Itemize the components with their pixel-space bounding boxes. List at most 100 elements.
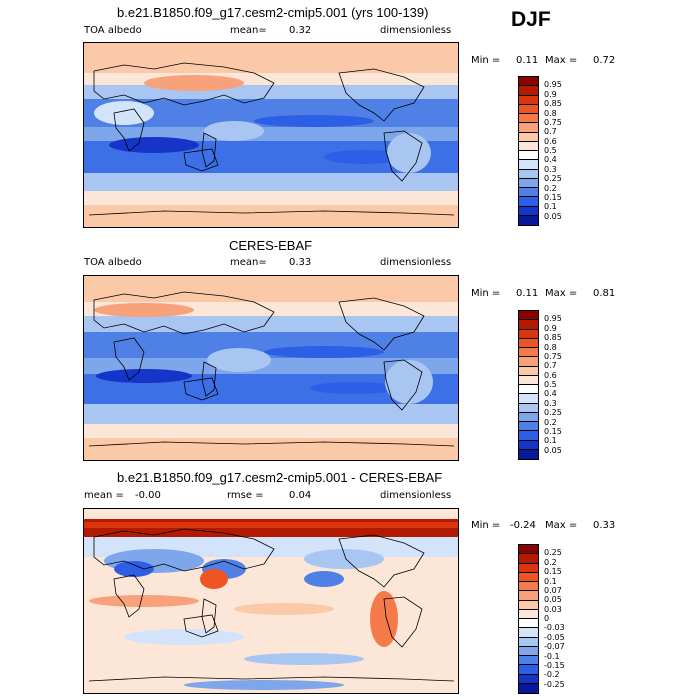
colorbar-tick-label: 0.4 (544, 155, 557, 165)
panel2-colorbar (518, 310, 539, 460)
colorbar-tick-label: 0.05 (544, 211, 562, 221)
colorbar-tick-label: -0.15 (544, 660, 565, 670)
panel2-title: CERES-EBAF (229, 238, 313, 253)
colorbar-swatch (519, 348, 538, 358)
colorbar-tick-label: 0.2 (544, 417, 557, 427)
panel1-map (83, 42, 459, 228)
colorbar-tick-label: -0.2 (544, 670, 560, 680)
colorbar-swatch (519, 132, 538, 142)
colorbar-swatch (519, 169, 538, 179)
colorbar-swatch (519, 572, 538, 582)
colorbar-swatch (519, 114, 538, 124)
colorbar-swatch (519, 646, 538, 656)
colorbar-swatch (519, 178, 538, 188)
panel2-map (83, 275, 459, 461)
colorbar-tick-label: 0.1 (544, 576, 557, 586)
colorbar-tick-label: 0.8 (544, 108, 557, 118)
colorbar-swatch (519, 394, 538, 404)
colorbar-tick-label: 0.25 (544, 174, 562, 184)
colorbar-swatch (519, 357, 538, 367)
panel2-min-value: 0.11 (516, 288, 539, 299)
panel3-max-value: 0.33 (593, 520, 616, 531)
panel3-map (83, 508, 459, 694)
colorbar-tick-label: 0 (544, 614, 550, 623)
panel2-max-value: 0.81 (593, 288, 616, 299)
colorbar-swatch (519, 683, 538, 693)
colorbar-tick-label: 0.95 (544, 314, 562, 324)
colorbar-tick-label: 0.15 (544, 567, 562, 577)
colorbar-tick-label: 0.15 (544, 192, 562, 202)
panel1-min-value: 0.11 (516, 55, 539, 66)
panel2-units: dimensionless (380, 257, 452, 268)
colorbar-tick-label: 0.3 (544, 164, 557, 174)
panel3-mean-label: mean = (84, 490, 124, 501)
colorbar-swatch (519, 637, 538, 647)
colorbar-swatch (519, 329, 538, 339)
colorbar-tick-label: 0.03 (544, 604, 562, 614)
panel2-mean-value: 0.33 (289, 257, 312, 268)
colorbar-swatch (519, 206, 538, 216)
panel3-min-label: Min = (471, 520, 501, 531)
panel3-title: b.e21.B1850.f09_g17.cesm2-cmip5.001 - CE… (117, 470, 443, 485)
panel3-rmse-value: 0.04 (289, 490, 312, 501)
colorbar-tick-label: 0.75 (544, 117, 562, 127)
panel3-units: dimensionless (380, 490, 452, 501)
panel1-title: b.e21.B1850.f09_g17.cesm2-cmip5.001 (yrs… (117, 5, 429, 20)
colorbar-swatch (519, 403, 538, 413)
colorbar-tick-label: 0.7 (544, 361, 557, 371)
colorbar-tick-label: -0.07 (544, 642, 565, 652)
colorbar-swatch (519, 422, 538, 432)
panel1-max-value: 0.72 (593, 55, 616, 66)
panel1-mean-label: mean= (230, 25, 267, 36)
colorbar-tick-label: 0.85 (544, 99, 562, 109)
colorbar-swatch (519, 151, 538, 161)
colorbar-swatch (519, 628, 538, 638)
colorbar-swatch (519, 554, 538, 564)
colorbar-swatch (519, 563, 538, 573)
colorbar-tick-label: 0.1 (544, 202, 557, 212)
colorbar-tick-label: -0.25 (544, 679, 565, 689)
season-label: DJF (511, 8, 551, 31)
panel2-mean-label: mean= (230, 257, 267, 268)
colorbar-tick-label: 0.85 (544, 333, 562, 343)
panel1-max-label: Max = (545, 55, 578, 66)
colorbar-swatch (519, 412, 538, 422)
panel1-min-label: Min = (471, 55, 501, 66)
colorbar-tick-label: 0.75 (544, 351, 562, 361)
panel2-min-label: Min = (471, 288, 501, 299)
panel3-rmse-label: rmse = (227, 490, 264, 501)
colorbar-tick-label: 0.3 (544, 398, 557, 408)
colorbar-tick-label: 0.25 (544, 408, 562, 418)
colorbar-tick-label: 0.8 (544, 342, 557, 352)
colorbar-swatch (519, 197, 538, 207)
colorbar-swatch (519, 665, 538, 675)
colorbar-tick-label: -0.1 (544, 651, 560, 661)
colorbar-swatch (519, 160, 538, 170)
colorbar-swatch (519, 77, 538, 87)
colorbar-tick-label: 0.2 (544, 557, 557, 567)
colorbar-tick-label: 0.95 (544, 80, 562, 90)
colorbar-swatch (519, 104, 538, 114)
colorbar-tick-label: 0.05 (544, 445, 562, 455)
colorbar-tick-label: 0.5 (544, 380, 557, 389)
colorbar-swatch (519, 591, 538, 601)
colorbar-swatch (519, 366, 538, 376)
colorbar-swatch (519, 311, 538, 321)
colorbar-swatch (519, 440, 538, 450)
colorbar-tick-label: 0.7 (544, 127, 557, 137)
panel3-min-value: -0.24 (510, 520, 536, 531)
panel2-variable-label: TOA albedo (84, 257, 142, 268)
colorbar-tick-label: 0.25 (544, 548, 562, 558)
colorbar-swatch (519, 449, 538, 459)
colorbar-swatch (519, 375, 538, 385)
colorbar-tick-label: -0.03 (544, 623, 565, 633)
colorbar-swatch (519, 123, 538, 133)
colorbar-tick-label: -0.05 (544, 632, 565, 642)
panel3-mean-value: -0.00 (135, 490, 161, 501)
panel1-units: dimensionless (380, 25, 452, 36)
colorbar-swatch (519, 582, 538, 592)
panel1-mean-value: 0.32 (289, 25, 312, 36)
colorbar-swatch (519, 545, 538, 555)
colorbar-swatch (519, 656, 538, 666)
panel3-max-label: Max = (545, 520, 578, 531)
